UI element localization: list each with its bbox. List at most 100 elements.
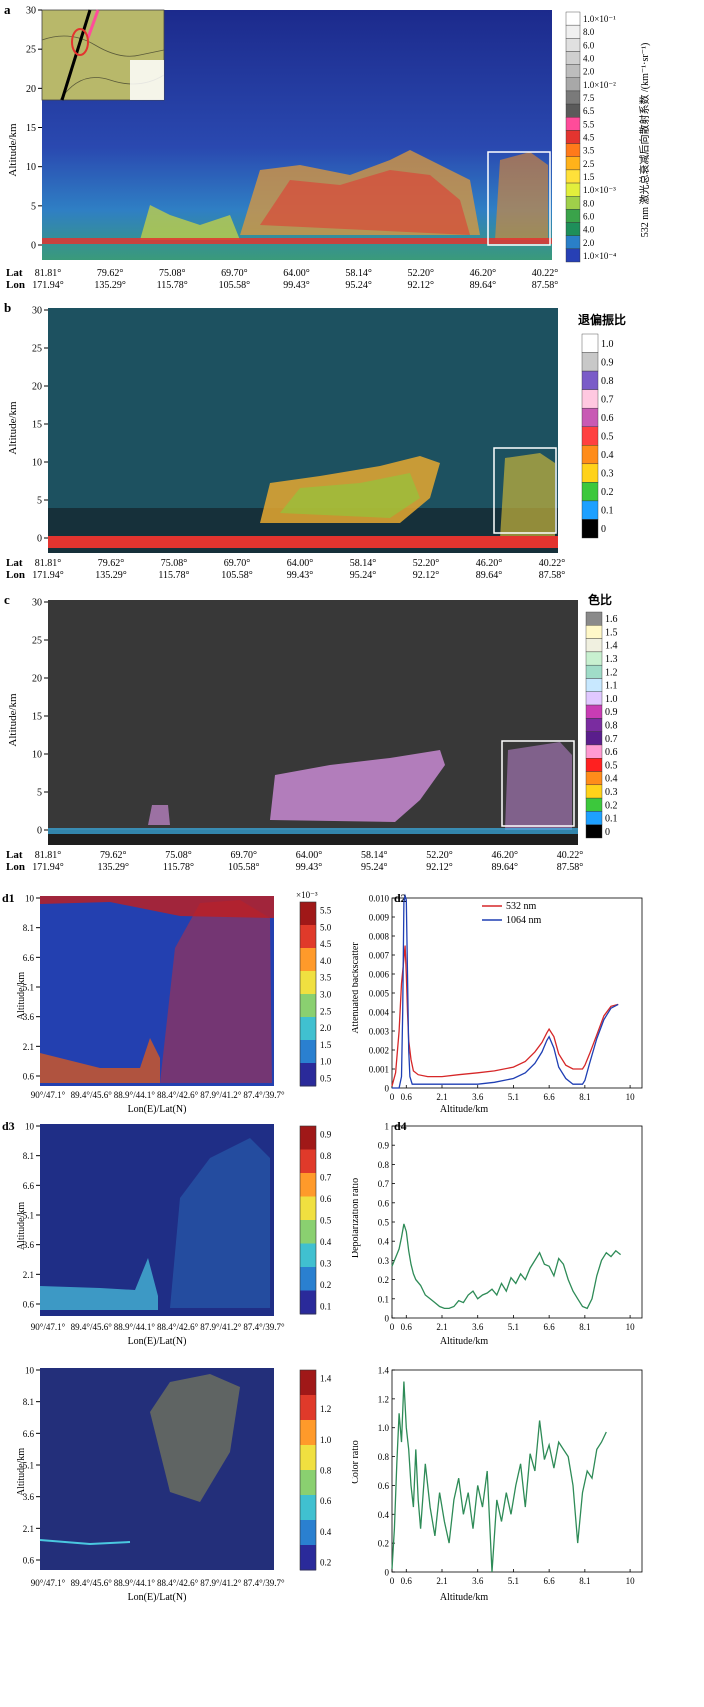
x-tick-label: 88.9°/44.1°	[114, 1322, 156, 1332]
x-tick-label: 87.4°/39.7°	[243, 1322, 285, 1332]
y-axis-label: Attenuated backscatter	[352, 942, 361, 1034]
colorbar-segment	[585, 691, 603, 706]
lon-tick-label: 135.29°	[95, 570, 127, 581]
colorbar-exponent: ×10⁻³	[296, 890, 318, 900]
colorbar-tick-label: 6.0	[583, 40, 595, 50]
y-tick-label: 0	[37, 826, 42, 837]
x-tick-label: 88.9°/44.1°	[114, 1578, 156, 1588]
lon-tick-label: 92.12°	[426, 862, 453, 873]
colorbar-segment	[300, 1267, 316, 1291]
colorbar-frame	[299, 901, 317, 1087]
colorbar-tick-label: 2.0	[583, 67, 595, 77]
colorbar-title: 退偏振比	[578, 312, 626, 327]
lat-tick-label: 75.08°	[161, 558, 188, 569]
y-tick-label: 0.9	[378, 1141, 390, 1151]
x-tick-label: 88.9°/44.1°	[114, 1090, 156, 1100]
y-tick-label: 6.6	[23, 1181, 35, 1191]
x-tick-label: 3.6	[472, 1322, 484, 1332]
colorbar-tick-label: 0.8	[320, 1466, 332, 1476]
y-tick-label: 30	[32, 306, 42, 317]
y-axis-label: Altitude/km	[16, 1448, 27, 1497]
colorbar-segment	[565, 169, 581, 184]
colorbar-tick-label: 6.5	[583, 106, 595, 116]
y-tick-label: 2.1	[23, 1270, 34, 1280]
y-tick-label: 20	[32, 382, 42, 393]
panel-d6: Color ratio Altitude/km 0 0.2 0.4 0.6 0.8 1.0…	[352, 1366, 643, 1603]
colorbar-tick-label: 1.1	[605, 681, 618, 692]
colorbar-segment	[585, 771, 603, 786]
x-axis-label: Lon(E)/Lat(N)	[128, 1336, 187, 1347]
cloud-region-right	[500, 453, 555, 538]
colorbar-segment	[565, 222, 581, 236]
panel-d2: d2 Attenuated backscatter Altitude/km 00…	[352, 891, 643, 1115]
y-tick-label: 0.005	[369, 989, 390, 999]
y-tick-label: 15	[32, 712, 42, 723]
lat-tick-label: 58.14°	[345, 268, 372, 279]
colorbar-segment	[300, 1017, 316, 1041]
lat-tick-label: 75.08°	[165, 850, 192, 861]
colorbar-segment	[585, 824, 603, 839]
colorbar-tick-label: 1.4	[605, 641, 618, 652]
x-tick-label: 88.4°/42.6°	[157, 1578, 199, 1588]
colorbar-segment	[565, 248, 581, 263]
y-axis-ticks: 0 5 10 15 20 25 30	[26, 6, 42, 252]
y-tick-label: 0.003	[369, 1027, 390, 1037]
lon-tick-label: 171.94°	[32, 570, 64, 581]
colorbar-segment	[585, 678, 603, 692]
y-tick-label: 0.8	[378, 1452, 390, 1462]
zoom-color-ratio-plot	[40, 1368, 274, 1570]
y-axis-label: Depolarization ratio	[352, 1178, 361, 1258]
lat-tick-label: 69.70°	[231, 850, 258, 861]
colorbar-tick-label: 0.3	[605, 787, 618, 798]
lon-tick-label: 171.94°	[32, 280, 64, 291]
surface-layer	[48, 828, 578, 834]
x-axis-label: Lon(E)/Lat(N)	[128, 1104, 187, 1115]
lat-tick-label: 79.62°	[97, 268, 124, 279]
colorbar-segment	[585, 611, 603, 626]
colorbar-tick-label: 0.4	[601, 450, 614, 461]
colorbar-tick-label: 0.7	[605, 734, 618, 745]
y-axis-ticks: 0 5 10 15 20 25 30	[32, 598, 48, 837]
y-tick-label: 3.6	[23, 1240, 35, 1250]
y-tick-label: 5.1	[23, 983, 34, 993]
x-tick-label: 89.4°/45.6°	[71, 1322, 113, 1332]
panel-d3: d3 Altitude/km 0.6 2.1 3.6 5.1 6.6 8.1 10 90°/…	[2, 1119, 332, 1347]
lat-tick-label: 81.81°	[35, 558, 62, 569]
y-tick-label: 0.4	[378, 1510, 390, 1520]
colorbar-tick-label: 1.0×10⁻²	[583, 80, 616, 90]
colorbar-segment	[300, 948, 316, 972]
y-tick-label: 8.1	[23, 923, 34, 933]
x-tick-label: 88.4°/42.6°	[157, 1090, 199, 1100]
colorbar-tick-label: 0.4	[605, 774, 618, 785]
colorbar-segment	[300, 1470, 316, 1496]
colorbar-tick-label: 0.3	[320, 1259, 332, 1269]
panel-a: a Altitude/km 0 5 10 15 20 25 30 1.0×10⁻¹ 8.0 6.…	[4, 2, 651, 291]
y-tick-label: 0.8	[378, 1160, 390, 1170]
cloud-region-right	[495, 152, 548, 240]
colorbar-segment	[581, 352, 599, 372]
colorbar-tick-label: 1.0×10⁻³	[583, 185, 616, 195]
x-tick-label: 87.9°/41.2°	[200, 1578, 242, 1588]
colorbar-tick-label: 0.1	[601, 506, 614, 517]
y-tick-label: 0	[385, 1084, 390, 1094]
y-tick-label: 6.6	[23, 1429, 35, 1439]
x-tick-label: 8.1	[579, 1322, 590, 1332]
y-tick-label: 2.1	[23, 1524, 34, 1534]
colorbar-segment	[565, 38, 581, 52]
colorbar-segment	[300, 1420, 316, 1446]
colorbar-segment	[581, 426, 599, 446]
colorbar: 1.6 1.5 1.4 1.3 1.2 1.1 1.0 0.9 0.8 0.7 0.6 0.5 0.4 0…	[585, 611, 618, 839]
legend: 532 nm 1064 nm	[482, 901, 542, 926]
cloud-region-low	[148, 805, 170, 825]
lat-tick-label: 58.14°	[350, 558, 377, 569]
x-tick-label: 3.6	[472, 1092, 484, 1102]
colorbar: 1.4 1.2 1.0 0.8 0.6 0.4 0.2	[299, 1369, 332, 1571]
lon-tick-label: 95.24°	[361, 862, 388, 873]
colorbar-tick-label: 1.0	[601, 339, 614, 350]
y-axis-label: Altitude/km	[7, 123, 19, 177]
colorbar-segment	[300, 1495, 316, 1521]
colorbar-segment	[565, 11, 581, 26]
lon-tick-label: 135.29°	[98, 862, 130, 873]
colorbar-tick-label: 8.0	[583, 198, 595, 208]
